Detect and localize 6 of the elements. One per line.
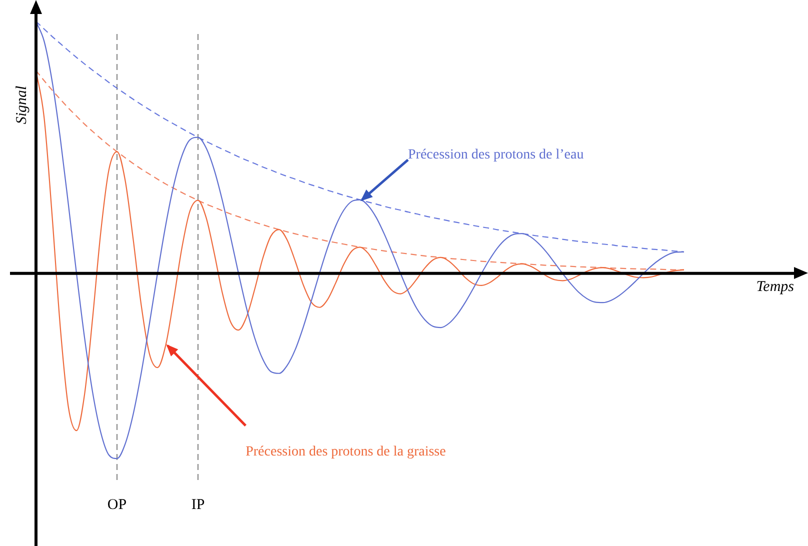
text: Précession des protons de l’eau [408,147,584,162]
y-axis-title: Signal [14,86,30,124]
text: Précession des protons de la graisse [246,444,446,460]
x-axis-title: Temps [756,278,794,295]
x-tick-label: IP [191,496,205,513]
x-tick-label: OP [107,496,127,513]
